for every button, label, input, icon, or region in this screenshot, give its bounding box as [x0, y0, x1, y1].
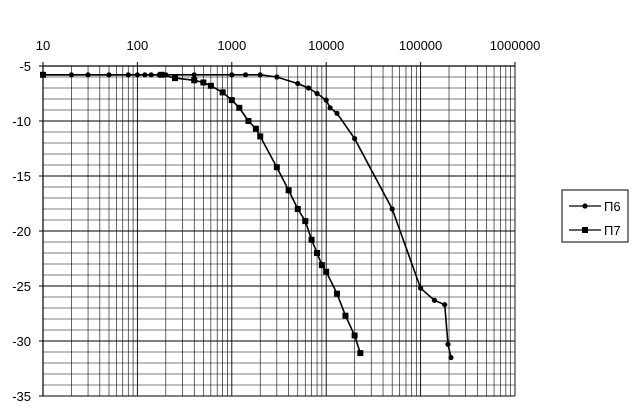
y-tick-label: -15	[12, 169, 31, 184]
data-point	[40, 71, 46, 78]
data-point	[327, 105, 333, 111]
data-point	[308, 236, 315, 243]
data-point	[242, 72, 249, 78]
x-tick-label: 1000000	[490, 38, 541, 53]
legend-box	[561, 189, 629, 243]
y-tick-label: -35	[12, 389, 31, 404]
data-point	[357, 350, 364, 357]
data-point	[323, 97, 329, 103]
data-point	[191, 77, 198, 84]
data-point	[448, 354, 454, 361]
x-tick-labels: 10 100 1000 10000 100000 1000000	[36, 38, 541, 66]
data-point	[323, 268, 330, 275]
y-tick-label: -10	[12, 114, 31, 129]
data-point	[318, 262, 325, 269]
data-point	[442, 302, 448, 308]
data-point	[252, 125, 259, 132]
y-tick-label: -5	[19, 59, 31, 74]
data-point	[200, 79, 207, 86]
data-point	[431, 297, 437, 303]
data-point	[207, 82, 214, 89]
data-point	[295, 81, 301, 87]
data-point	[314, 250, 321, 256]
data-point	[257, 133, 264, 140]
series-line-7	[43, 74, 362, 354]
data-point	[274, 74, 280, 80]
data-point	[273, 164, 280, 171]
y-tick-labels: -5 -10 -15 -20 -25 -30 -35	[12, 59, 43, 404]
series-line-6	[43, 74, 452, 358]
data-point	[229, 72, 235, 78]
data-point	[219, 89, 226, 96]
legend-label-p6: П6	[604, 199, 621, 214]
series-layer	[40, 71, 454, 361]
data-point	[445, 341, 451, 347]
data-point	[389, 206, 395, 212]
data-point	[257, 72, 263, 78]
x-tick-label: 100	[127, 38, 149, 53]
x-tick-label: 10000	[308, 38, 344, 53]
legend-label-p7: П7	[604, 223, 621, 238]
y-tick-label: -25	[12, 279, 31, 294]
data-point	[342, 312, 349, 319]
y-tick-label: -20	[12, 224, 31, 239]
data-point	[314, 90, 320, 97]
data-point	[236, 104, 243, 111]
data-point	[334, 110, 340, 116]
data-point	[245, 118, 252, 124]
y-tick-label: -30	[12, 334, 31, 349]
legend-marker-p7	[582, 227, 588, 233]
grid	[42, 65, 516, 397]
data-point	[305, 85, 312, 91]
legend: П6 П7	[561, 189, 629, 243]
data-point	[228, 97, 235, 104]
data-point	[351, 332, 358, 339]
data-point	[285, 187, 292, 194]
x-tick-label: 100000	[399, 38, 442, 53]
data-point	[333, 290, 340, 297]
x-tick-label: 1000	[217, 38, 246, 53]
x-tick-label: 10	[36, 38, 50, 53]
data-point	[191, 72, 197, 78]
data-point	[302, 218, 309, 225]
data-point	[158, 71, 165, 78]
legend-marker-p6	[582, 203, 588, 209]
data-point	[418, 285, 424, 291]
data-point	[171, 75, 178, 82]
data-point	[352, 136, 358, 142]
data-point	[294, 206, 301, 212]
